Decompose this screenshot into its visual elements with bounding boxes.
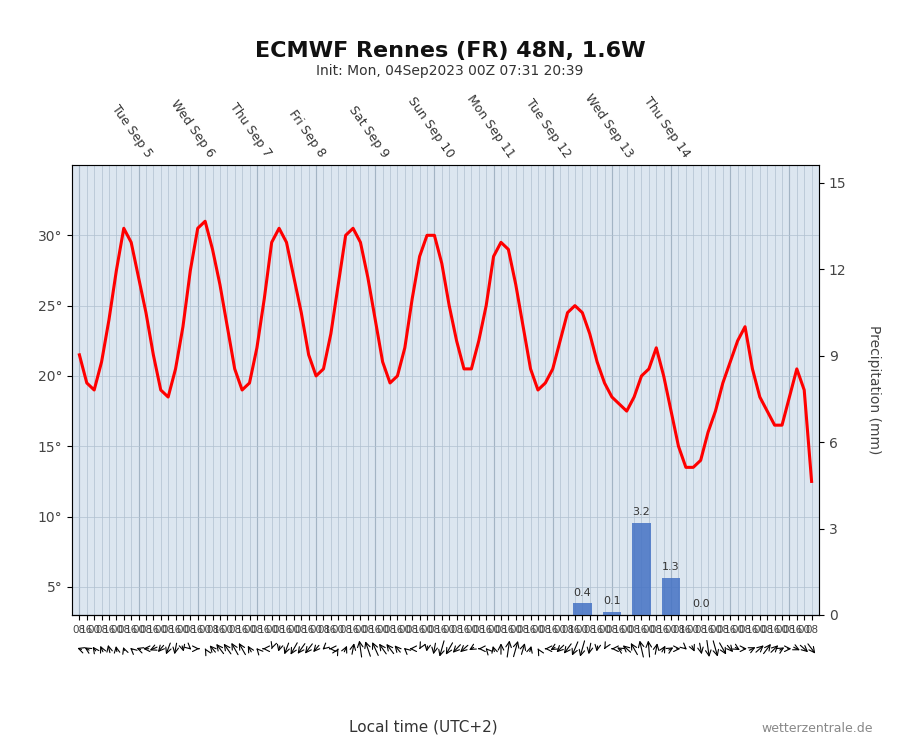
Text: 0.1: 0.1 bbox=[603, 596, 621, 606]
Text: Init: Mon, 04Sep2023 00Z 07:31 20:39: Init: Mon, 04Sep2023 00Z 07:31 20:39 bbox=[316, 64, 584, 78]
Text: 0.4: 0.4 bbox=[573, 588, 591, 598]
Bar bbox=[662, 578, 680, 615]
Text: wetterzentrale.de: wetterzentrale.de bbox=[761, 722, 873, 735]
Y-axis label: Precipitation (mm): Precipitation (mm) bbox=[868, 326, 881, 454]
Text: Local time (UTC+2): Local time (UTC+2) bbox=[348, 720, 498, 735]
Text: 3.2: 3.2 bbox=[633, 507, 651, 517]
Text: 1.3: 1.3 bbox=[662, 562, 680, 572]
Text: ECMWF Rennes (FR) 48N, 1.6W: ECMWF Rennes (FR) 48N, 1.6W bbox=[255, 41, 645, 62]
Text: 0.0: 0.0 bbox=[692, 599, 709, 609]
Bar bbox=[573, 604, 591, 615]
Bar bbox=[632, 523, 651, 615]
Bar bbox=[603, 612, 621, 615]
